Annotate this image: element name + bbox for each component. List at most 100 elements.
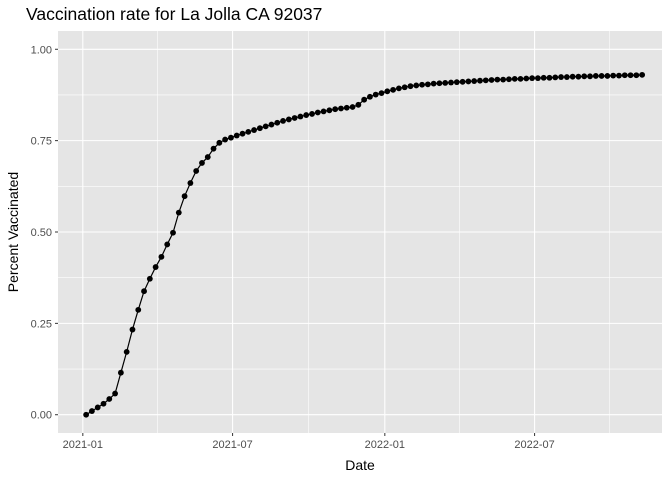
chart-title: Vaccination rate for La Jolla CA 92037 [26,4,323,24]
data-point [448,79,454,86]
data-point [627,72,634,79]
data-point [506,76,512,83]
data-point [482,77,489,84]
data-point [552,74,559,81]
data-point [633,72,640,79]
data-point [274,119,281,126]
data-point [436,80,443,87]
data-point [303,112,310,118]
tick-labels: 0.00 0.25 0.50 0.75 1.00 2021-01 2021-07 2022-0… [31,44,555,451]
data-point [465,78,472,85]
data-point [471,78,478,84]
data-point [494,76,501,83]
data-point [367,93,373,100]
data-point [332,106,339,113]
data-point [216,139,223,146]
data-point [477,77,483,84]
data-point [523,75,530,82]
data-point [181,193,188,200]
data-point [94,404,101,411]
data-point [517,75,524,82]
data-point [581,73,588,80]
data-point [135,306,142,313]
data-point [604,73,611,79]
y-axis-title: Percent Vaccinated [5,172,21,292]
data-point [349,104,356,110]
data-point [251,127,257,133]
data-point [193,168,200,174]
data-point [424,81,431,88]
data-point [117,369,124,376]
data-point [233,132,240,139]
data-point [355,101,362,108]
data-point [326,107,333,114]
data-point [89,408,95,414]
data-point [546,74,553,81]
data-point [488,77,495,83]
x-axis-title: Date [345,457,375,473]
data-point [309,111,315,117]
data-point [106,396,113,402]
data-point [616,72,622,79]
data-point [442,79,449,86]
data-point [563,74,570,80]
data-point [204,154,211,160]
data-point [256,125,263,132]
data-point [262,123,269,130]
data-point [372,91,379,98]
y-tick-label: 1.00 [31,44,52,56]
data-point [152,264,159,270]
data-point [228,134,234,141]
y-tick-label: 0.50 [31,227,52,239]
data-point [534,75,541,82]
data-point [378,90,385,97]
data-point [511,75,518,82]
data-point [430,80,437,87]
data-point [314,109,321,116]
data-point [199,160,205,166]
data-point [239,130,246,137]
data-point [592,73,599,79]
data-point [500,76,507,83]
data-point [459,78,466,85]
data-point [390,86,396,93]
data-point [395,85,402,92]
series-layer [83,71,646,418]
data-point [610,72,617,79]
data-point [343,104,350,111]
data-point [453,79,460,86]
x-tick-label: 2022-01 [365,439,405,451]
data-point [164,241,171,248]
data-point [291,115,298,121]
y-tick-label: 0.75 [31,136,52,148]
data-point [112,390,118,397]
data-point [407,83,414,90]
x-tick-label: 2021-07 [212,439,252,451]
data-point [141,288,147,295]
major-gridlines [58,31,662,433]
data-point [100,400,107,407]
data-point [338,105,344,112]
data-point [146,275,153,282]
x-tick-label: 2021-01 [63,439,103,451]
data-point [587,73,593,80]
data-point [245,128,252,135]
data-point [268,121,275,128]
data-point [175,209,182,216]
data-point [384,88,391,95]
data-point [222,136,229,143]
data-point [129,326,136,333]
data-point [598,73,605,79]
data-point [158,253,165,260]
data-point [187,180,194,186]
data-point [210,145,217,152]
data-point [285,116,292,123]
data-point [361,96,368,103]
data-point [401,84,408,91]
data-point [529,75,535,82]
x-tick-label: 2022-07 [514,439,554,451]
data-point [83,411,90,418]
data-point [123,348,130,355]
y-tick-label: 0.25 [31,318,52,330]
data-point [419,81,425,88]
